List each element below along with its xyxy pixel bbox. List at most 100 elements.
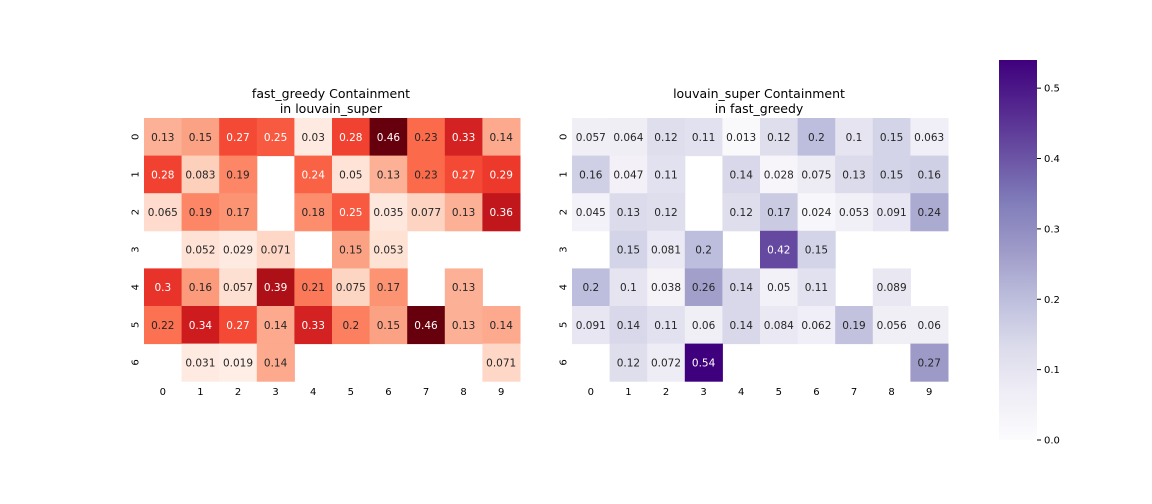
heatmap-cell (647, 193, 686, 232)
heatmap-cell (572, 193, 611, 232)
cell-value-label: 0.36 (490, 207, 514, 219)
x-tick-label: 1 (197, 387, 203, 398)
heatmap-cell (181, 118, 220, 157)
heatmap-cell (910, 343, 949, 382)
cell-value-label: 0.089 (877, 282, 907, 294)
heatmap-cell (609, 118, 648, 157)
cell-value-label: 0.33 (452, 132, 475, 144)
cell-value-label: 0.19 (842, 320, 865, 332)
y-tick-label: 5 (131, 322, 142, 328)
cell-value-label: 0.14 (730, 169, 754, 181)
heatmap-cell (444, 193, 483, 232)
cell-value-label: 0.14 (490, 132, 514, 144)
heatmap-cell (647, 343, 686, 382)
heatmap-cell (609, 230, 648, 269)
cell-value-label: 0.19 (226, 169, 249, 181)
cell-value-label: 0.14 (264, 320, 288, 332)
heatmap-cell (609, 306, 648, 345)
cell-value-label: 0.05 (767, 282, 790, 294)
heatmap-cell (256, 343, 295, 382)
x-tick-label: 7 (851, 387, 857, 398)
heatmap-cell (872, 193, 911, 232)
heatmap-cells: 0.13 0.15 0.27 0.25 0.03 0.28 0.46 0.23 0.33 0.14… (144, 118, 521, 382)
heatmap-cell (797, 306, 836, 345)
cell-value-label: 0.16 (579, 169, 603, 181)
heatmap-cell (444, 268, 483, 307)
heatmap-cell (760, 268, 799, 307)
cell-value-label: 0.42 (767, 245, 790, 257)
chart-title-line-2: in fast_greedy (715, 101, 804, 116)
cell-value-label: 0.24 (302, 169, 326, 181)
cell-value-label: 0.23 (414, 132, 437, 144)
cell-value-label: 0.047 (613, 169, 643, 181)
cell-value-label: 0.13 (377, 169, 400, 181)
cell-value-label: 0.21 (302, 282, 325, 294)
y-tick-label: 3 (131, 246, 142, 252)
y-tick-label: 0 (131, 134, 142, 140)
heatmap-cell (144, 306, 183, 345)
heatmap-cell (219, 193, 258, 232)
cell-value-label: 0.029 (223, 245, 253, 257)
cell-value-label: 0.3 (154, 282, 171, 294)
colorbar-tick-label: 0.0 (1044, 436, 1060, 447)
cell-value-label: 0.056 (877, 320, 907, 332)
y-tick-labels: 0 1 2 3 4 5 6 (559, 134, 570, 366)
cell-value-label: 0.29 (490, 169, 513, 181)
cell-value-label: 0.14 (490, 320, 514, 332)
cell-value-label: 0.057 (576, 132, 606, 144)
x-tick-label: 0 (160, 387, 166, 398)
heatmap-cell (835, 155, 874, 194)
y-tick-label: 3 (559, 246, 570, 252)
cell-value-label: 0.2 (342, 320, 359, 332)
heatmap-cell (609, 155, 648, 194)
cell-value-label: 0.14 (730, 282, 754, 294)
heatmap-cell (797, 155, 836, 194)
cell-value-label: 0.27 (226, 132, 249, 144)
heatmap-cell (369, 155, 408, 194)
cell-value-label: 0.15 (880, 169, 903, 181)
cell-value-label: 0.15 (880, 132, 903, 144)
heatmap-cell (332, 118, 371, 157)
heatmap-cell (482, 193, 521, 232)
x-tick-label: 3 (700, 387, 706, 398)
cell-value-label: 0.031 (185, 357, 215, 369)
cell-value-label: 0.12 (767, 132, 790, 144)
cell-value-label: 0.065 (148, 207, 178, 219)
cell-value-label: 0.17 (377, 282, 400, 294)
cell-value-label: 0.1 (846, 132, 863, 144)
y-tick-label: 1 (559, 171, 570, 177)
heatmap-cell (572, 155, 611, 194)
x-tick-label: 6 (813, 387, 819, 398)
heatmap-cell (722, 268, 761, 307)
heatmap-cell (332, 193, 371, 232)
cell-value-label: 0.06 (918, 320, 942, 332)
heatmap-cell (722, 155, 761, 194)
heatmap-cell (684, 306, 723, 345)
y-tick-label: 2 (559, 209, 570, 215)
heatmap-cell (684, 343, 723, 382)
x-tick-label: 8 (888, 387, 894, 398)
cell-value-label: 0.25 (264, 132, 287, 144)
heatmap-cell (369, 230, 408, 269)
heatmap-cell (482, 343, 521, 382)
heatmap-cell (910, 306, 949, 345)
heatmap-cell (407, 193, 446, 232)
heatmap-cell (872, 118, 911, 157)
cell-value-label: 0.46 (414, 320, 438, 332)
heatmap-cell (722, 193, 761, 232)
heatmap-cell (219, 306, 258, 345)
heatmap-cell (482, 155, 521, 194)
colorbar-ticks: 0.0 0.1 0.2 0.3 0.4 0.5 (1037, 84, 1060, 447)
y-tick-label: 2 (131, 209, 142, 215)
cell-value-label: 0.26 (692, 282, 716, 294)
heatmap-cell (332, 268, 371, 307)
cell-value-label: 0.11 (654, 169, 677, 181)
colorbar-tick-label: 0.2 (1044, 295, 1060, 306)
heatmap-cell (407, 118, 446, 157)
cell-value-label: 0.15 (805, 245, 828, 257)
cell-value-label: 0.13 (452, 207, 475, 219)
y-tick-labels: 0 1 2 3 4 5 6 (131, 134, 142, 366)
cell-value-label: 0.19 (189, 207, 212, 219)
heatmap-cell (181, 230, 220, 269)
